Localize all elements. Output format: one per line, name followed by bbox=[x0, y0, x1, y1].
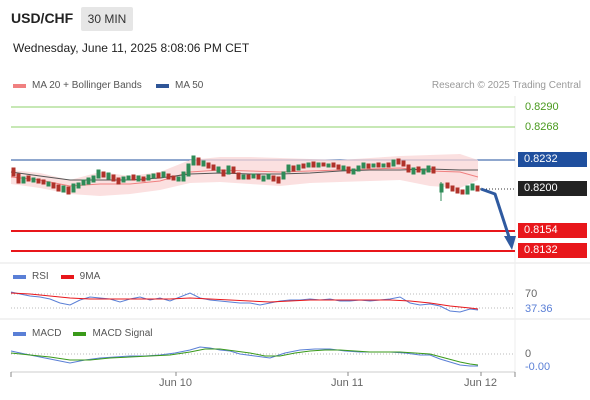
macd-value-label: -0.00 bbox=[525, 361, 551, 373]
legend-macd-label: MACD bbox=[32, 328, 62, 339]
resistance-1-label: 0.8268 bbox=[525, 121, 559, 133]
symbol-title: USD/CHF bbox=[11, 10, 74, 26]
support-2-label: 0.8132 bbox=[518, 243, 587, 258]
forecast-arrow-head-icon bbox=[504, 236, 516, 250]
rsi-level-label: 70 bbox=[525, 288, 538, 300]
rsi-line bbox=[10, 291, 479, 313]
ma20-swatch-icon bbox=[13, 83, 26, 88]
rsi-swatch-icon bbox=[13, 274, 26, 279]
x-tick-label: Jun 10 bbox=[159, 377, 193, 389]
macd-line bbox=[10, 346, 478, 367]
x-tick-label: Jun 11 bbox=[331, 377, 364, 389]
x-tick-label: Jun 12 bbox=[464, 377, 498, 389]
support-1-label: 0.8154 bbox=[518, 223, 587, 238]
legend-ma20-label: MA 20 + Bollinger Bands bbox=[32, 80, 142, 91]
macd-swatch-icon bbox=[13, 331, 26, 336]
macd-signal-swatch-icon bbox=[73, 331, 87, 336]
ma50-swatch-icon bbox=[156, 83, 169, 88]
legend-rsi-label: RSI bbox=[32, 271, 49, 282]
candles bbox=[11, 155, 480, 201]
legend-ma50: MA 50 bbox=[156, 80, 203, 91]
resistance-2-label: 0.8290 bbox=[525, 101, 559, 113]
legend-macd-signal-label: MACD Signal bbox=[92, 328, 153, 339]
rsi-ma-line bbox=[10, 292, 479, 310]
timestamp: Wednesday, June 11, 2025 8:08:06 PM CET bbox=[13, 41, 250, 55]
macd-level-label: 0 bbox=[525, 348, 532, 360]
rsi-ma-swatch-icon bbox=[60, 274, 74, 279]
legend-ma50-label: MA 50 bbox=[175, 80, 204, 91]
forecast-arrow bbox=[480, 187, 512, 241]
research-credit: Research © 2025 Trading Central bbox=[431, 80, 581, 91]
timeframe-button[interactable]: 30 MIN bbox=[81, 7, 133, 31]
macd-signal-line bbox=[10, 348, 479, 366]
rsi-value-label: 37.36 bbox=[525, 303, 553, 315]
legend-rsi-ma-label: 9MA bbox=[79, 271, 101, 282]
pivot-label: 0.8232 bbox=[518, 152, 587, 167]
legend-rsi: RSI 9MA bbox=[13, 271, 100, 282]
last-price-label: 0.8200 bbox=[518, 181, 587, 196]
legend-ma20: MA 20 + Bollinger Bands bbox=[13, 80, 142, 91]
legend-macd: MACD MACD Signal bbox=[13, 328, 152, 339]
